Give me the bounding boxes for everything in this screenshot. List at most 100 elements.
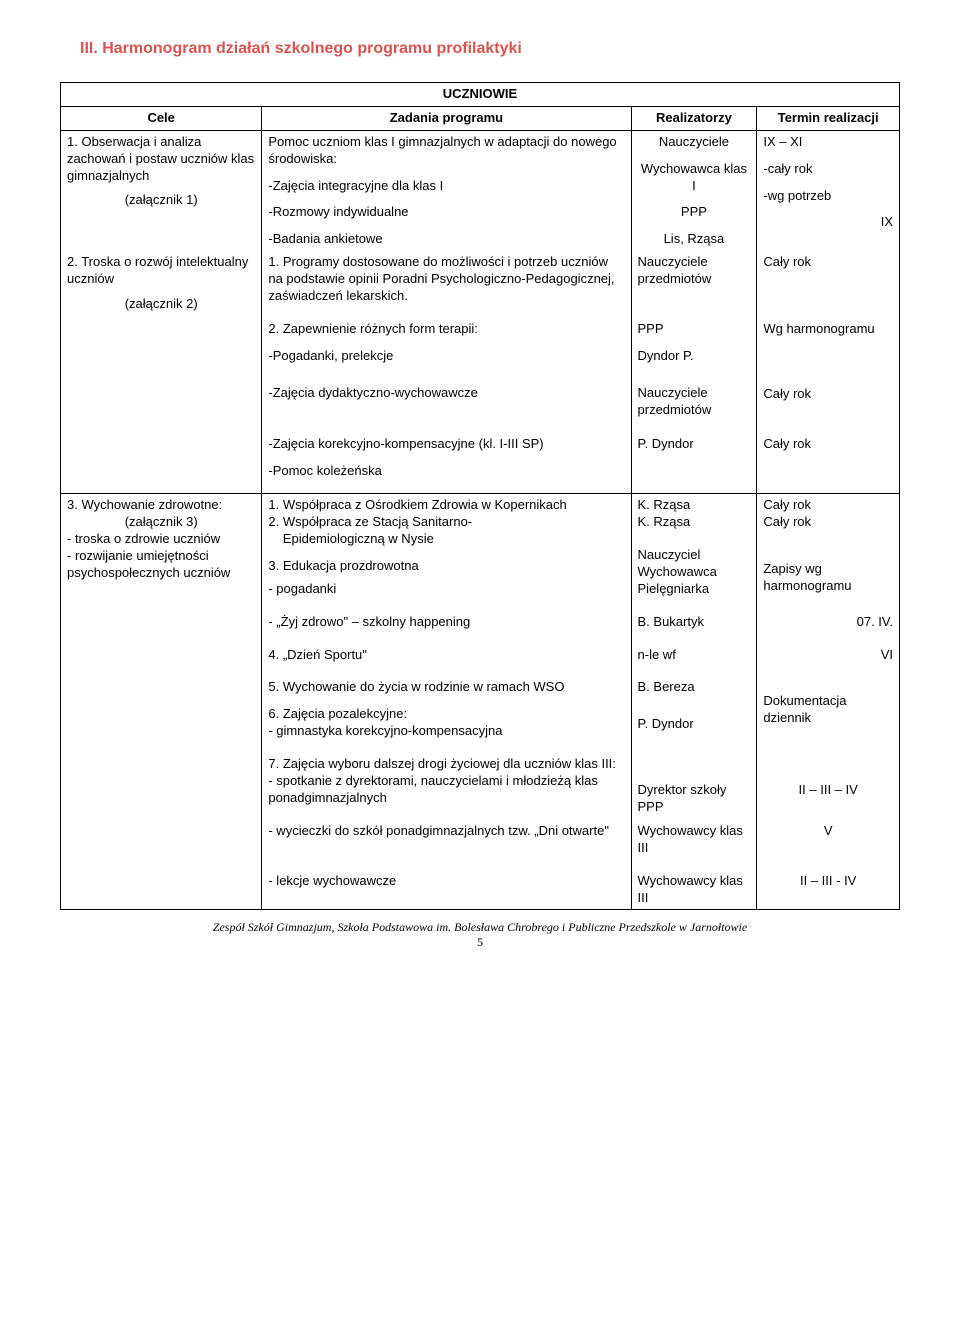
text: Wychowawcy klas III (638, 873, 751, 907)
cele-cell (61, 421, 262, 493)
text: -cały rok (763, 161, 893, 178)
text: 1. Obserwacja i analiza zachowań i posta… (67, 134, 255, 185)
col-realizatorzy: Realizatorzy (631, 106, 757, 130)
cele-cell (61, 753, 262, 820)
text: IX – XI (763, 134, 893, 151)
table-row: - lekcje wychowawcze Wychowawcy klas III… (61, 870, 900, 910)
text: Dyrektor szkoły (638, 782, 751, 799)
col-termin: Termin realizacji (757, 106, 900, 130)
table-row: 4. „Dzień Sportu" n-le wf VI (61, 644, 900, 677)
termin-cell: Dokumentacja dziennik (757, 676, 900, 753)
zadania-cell: 1. Współpraca z Ośrodkiem Zdrowia w Kope… (262, 494, 631, 611)
harmonogram-table: UCZNIOWIE Cele Zadania programu Realizat… (60, 82, 900, 910)
text: 07. IV. (763, 614, 893, 631)
text: (załącznik 3) (67, 514, 255, 531)
termin-cell: IX – XI -cały rok -wg potrzeb IX (757, 130, 900, 251)
table-row: - wycieczki do szkół ponadgimnazjalnych … (61, 820, 900, 870)
realizatorzy-cell: P. Dyndor (631, 421, 757, 493)
text: V (763, 823, 893, 840)
text: IX (763, 214, 893, 231)
realizatorzy-cell: Dyrektor szkoły PPP (631, 753, 757, 820)
table-row: 7. Zajęcia wyboru dalszej drogi życiowej… (61, 753, 900, 820)
text: Cały rok (763, 514, 893, 531)
col-cele: Cele (61, 106, 262, 130)
text: - „Żyj zdrowo" – szkolny happening (268, 614, 624, 631)
text: K. Rząsa (638, 497, 751, 514)
text: - gimnastyka korekcyjno-kompensacyjna (268, 723, 624, 740)
text: - troska o zdrowie uczniów (67, 531, 255, 548)
text: - rozwijanie umiejętności psychospołeczn… (67, 548, 255, 582)
termin-cell: 07. IV. (757, 611, 900, 644)
text: P. Dyndor (638, 436, 751, 453)
termin-cell: Cały rok Cały rok Zapisy wg harmonogramu (757, 494, 900, 611)
text: - pogadanki (268, 581, 624, 598)
text: Wychowawca (638, 564, 751, 581)
zadania-cell: 5. Wychowanie do życia w rodzinie w rama… (262, 676, 631, 753)
text: Nauczyciele przedmiotów (638, 385, 751, 419)
text: PPP (638, 321, 751, 338)
text: (załącznik 2) (67, 296, 255, 313)
text: -Pogadanki, prelekcje (268, 348, 624, 365)
realizatorzy-cell: n-le wf (631, 644, 757, 677)
cele-cell (61, 611, 262, 644)
cele-cell (61, 820, 262, 870)
text: 4. „Dzień Sportu" (268, 647, 624, 664)
table-row: 2. Zapewnienie różnych form terapii: -Po… (61, 318, 900, 422)
text: Dyndor P. (638, 348, 751, 365)
text: Nauczyciele (638, 134, 751, 151)
text: Zapisy wg harmonogramu (763, 561, 893, 595)
zadania-cell: 4. „Dzień Sportu" (262, 644, 631, 677)
text: Wychowawca klas I (638, 161, 751, 195)
zadania-cell: 1. Programy dostosowane do możliwości i … (262, 251, 631, 318)
text: B. Bereza (638, 679, 751, 696)
text: Cały rok (763, 254, 893, 271)
text: -Pomoc koleżeńska (268, 463, 624, 480)
zadania-cell: -Zajęcia korekcyjno-kompensacyjne (kl. I… (262, 421, 631, 493)
text: 1. Współpraca z Ośrodkiem Zdrowia w Kope… (268, 497, 624, 514)
cele-cell (61, 870, 262, 910)
table-row: 1. Obserwacja i analiza zachowań i posta… (61, 130, 900, 251)
text: - lekcje wychowawcze (268, 873, 624, 890)
text: Nauczyciel (638, 547, 751, 564)
text: II – III - IV (763, 873, 893, 890)
text: -Rozmowy indywidualne (268, 204, 624, 221)
text: Nauczyciele przedmiotów (638, 254, 751, 288)
zadania-cell: - wycieczki do szkół ponadgimnazjalnych … (262, 820, 631, 870)
table-row: 3. Wychowanie zdrowotne: (załącznik 3) -… (61, 494, 900, 611)
text: Cały rok (763, 497, 893, 514)
col-zadania: Zadania programu (262, 106, 631, 130)
text: Lis, Rząsa (638, 231, 751, 248)
text: (załącznik 1) (67, 192, 255, 209)
text: 3. Wychowanie zdrowotne: (67, 497, 255, 514)
text: PPP (638, 204, 751, 221)
table-header-title: UCZNIOWIE (61, 83, 900, 107)
table-header-row: UCZNIOWIE (61, 83, 900, 107)
realizatorzy-cell: Nauczyciele Wychowawca klas I PPP Lis, R… (631, 130, 757, 251)
text: -Zajęcia korekcyjno-kompensacyjne (kl. I… (268, 436, 624, 453)
cele-cell (61, 676, 262, 753)
cele-cell: 1. Obserwacja i analiza zachowań i posta… (61, 130, 262, 251)
page-number: 5 (60, 935, 900, 950)
text: B. Bukartyk (638, 614, 751, 631)
zadania-cell: - lekcje wychowawcze (262, 870, 631, 910)
text: Cały rok (763, 386, 893, 403)
realizatorzy-cell: Wychowawcy klas III (631, 820, 757, 870)
realizatorzy-cell: PPP Dyndor P. Nauczyciele przedmiotów (631, 318, 757, 422)
text: 6. Zajęcia pozalekcyjne: (268, 706, 624, 723)
termin-cell: II – III – IV (757, 753, 900, 820)
text: PPP (638, 799, 751, 816)
text: Pomoc uczniom klas I gimnazjalnych w ada… (268, 134, 624, 168)
termin-cell: V (757, 820, 900, 870)
realizatorzy-cell: B. Bereza P. Dyndor (631, 676, 757, 753)
text: 3. Edukacja prozdrowotna (268, 558, 624, 575)
text: K. Rząsa (638, 514, 751, 531)
text: -wg potrzeb (763, 188, 893, 205)
page-heading: III. Harmonogram działań szkolnego progr… (80, 40, 900, 58)
realizatorzy-cell: B. Bukartyk (631, 611, 757, 644)
zadania-cell: - „Żyj zdrowo" – szkolny happening (262, 611, 631, 644)
text: 5. Wychowanie do życia w rodzinie w rama… (268, 679, 624, 696)
table-row: 5. Wychowanie do życia w rodzinie w rama… (61, 676, 900, 753)
text: - spotkanie z dyrektorami, nauczycielami… (268, 773, 624, 807)
text: Cały rok (763, 436, 893, 453)
text: 7. Zajęcia wyboru dalszej drogi życiowej… (268, 756, 624, 773)
